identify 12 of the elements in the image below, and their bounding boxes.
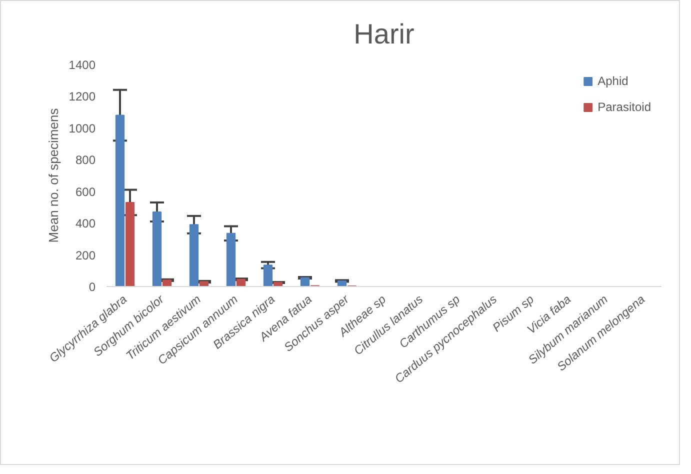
y-tick-label: 1400 — [68, 58, 96, 72]
y-tick-label: 800 — [75, 153, 96, 168]
y-axis-title: Mean no. of specimens — [46, 108, 61, 243]
legend-label: Parasitoid — [598, 100, 651, 114]
legend-label: Aphid — [598, 74, 628, 88]
y-tick-label: 1200 — [68, 90, 96, 104]
chart-title: Harir — [354, 18, 414, 50]
y-tick-label: 600 — [75, 184, 96, 199]
y-tick-label: 1000 — [68, 121, 96, 136]
y-tick-label: 400 — [75, 216, 96, 231]
y-tick-label: 200 — [75, 248, 96, 262]
y-tick-label: 0 — [88, 280, 96, 294]
